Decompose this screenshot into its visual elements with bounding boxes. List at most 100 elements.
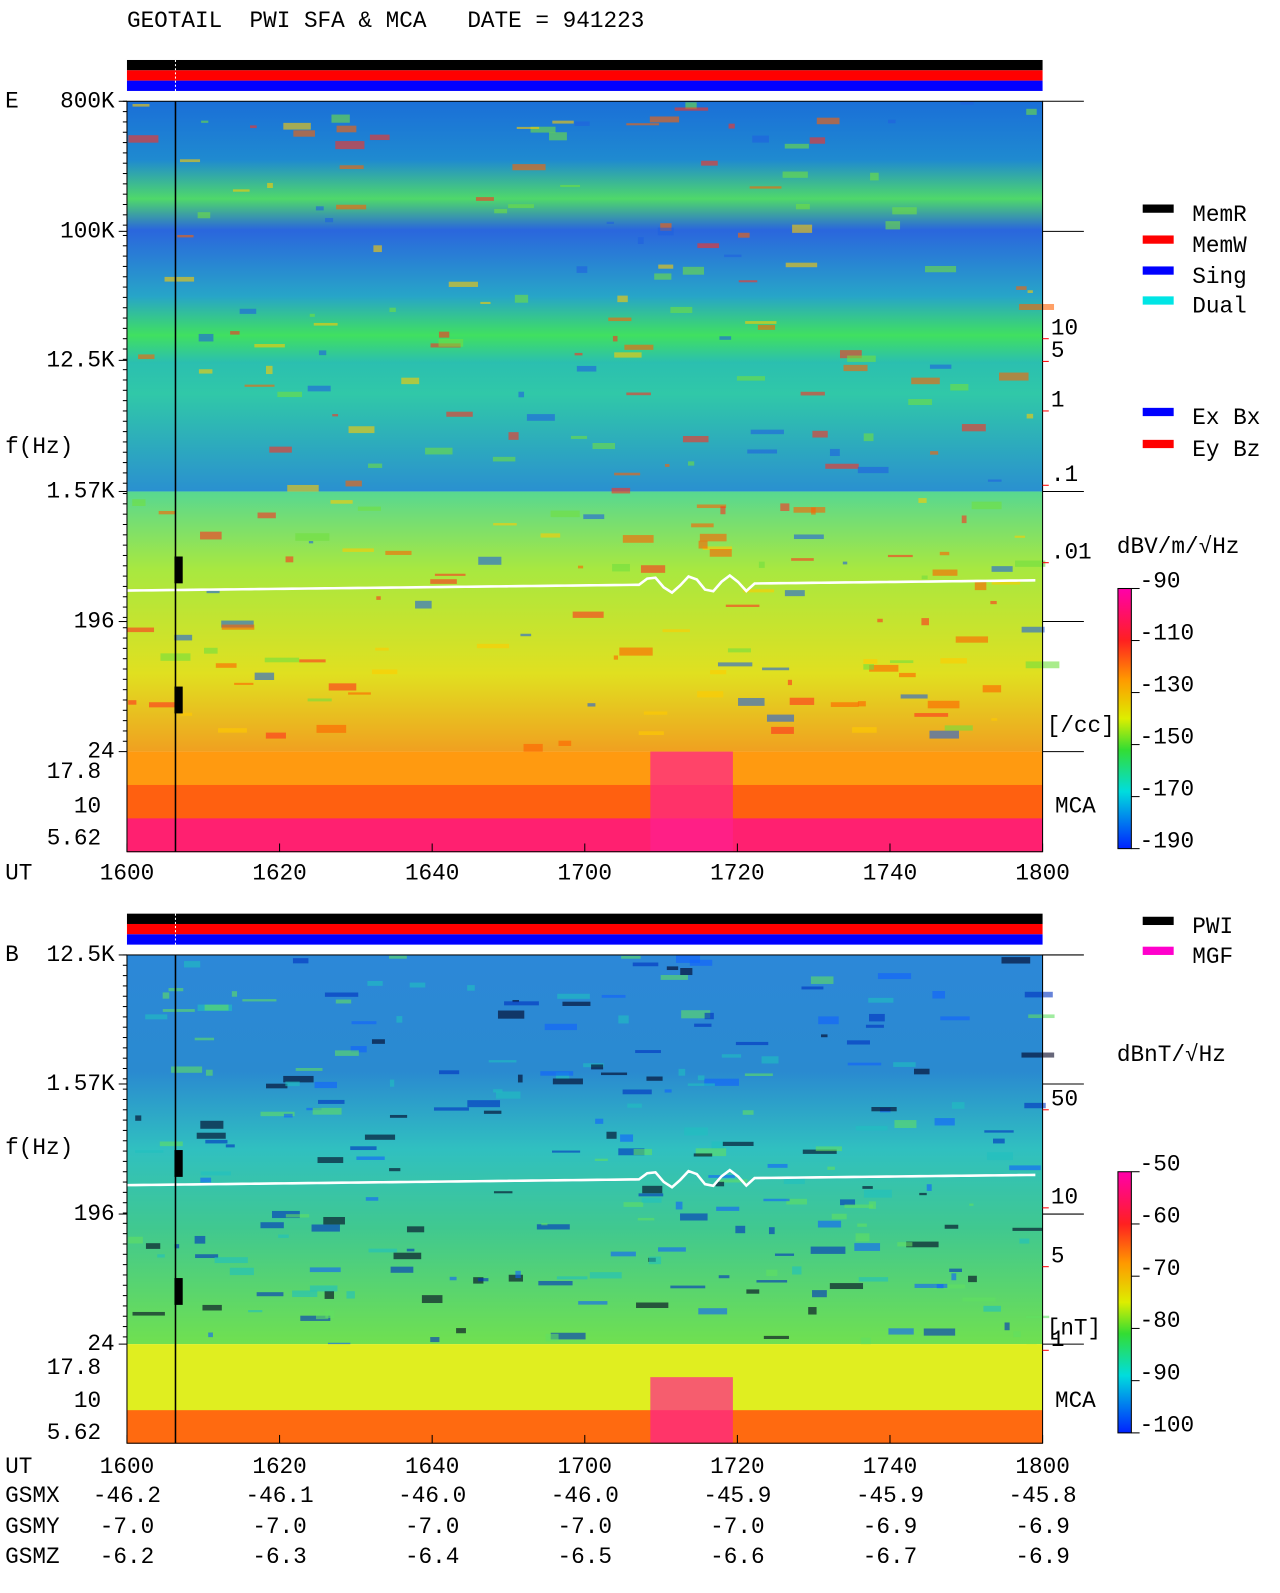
spectrogram-texture bbox=[892, 207, 917, 215]
spectrogram-texture bbox=[930, 451, 939, 455]
time-tick-label: 1600 bbox=[100, 860, 154, 886]
spectrogram-texture bbox=[750, 429, 784, 435]
spectrogram-texture bbox=[847, 1062, 882, 1066]
spectrogram-texture bbox=[717, 662, 753, 667]
spectrogram-texture bbox=[430, 1337, 440, 1343]
density-tick-label: 5 bbox=[1051, 1243, 1065, 1269]
spectrogram-texture bbox=[932, 569, 958, 576]
spectrogram-texture bbox=[738, 697, 765, 706]
legend-label: PWI bbox=[1192, 914, 1233, 940]
spectrogram-texture bbox=[695, 1148, 727, 1157]
spectrogram-texture bbox=[128, 700, 137, 705]
spectrogram-texture bbox=[331, 114, 350, 123]
spectrogram-texture bbox=[768, 1227, 775, 1235]
spectrogram-texture bbox=[827, 1166, 835, 1170]
spectrogram-texture bbox=[685, 102, 697, 109]
spectrogram-texture bbox=[208, 1332, 213, 1338]
spectrogram-texture bbox=[727, 648, 751, 653]
spectrogram-texture bbox=[619, 647, 653, 656]
spectrogram-texture bbox=[719, 1179, 748, 1183]
spectrogram-texture bbox=[517, 1074, 523, 1083]
mca-tick-label: 17.8 bbox=[47, 1355, 101, 1381]
spectrogram-texture bbox=[194, 1235, 206, 1244]
spectrogram-texture bbox=[540, 533, 561, 538]
mca-band bbox=[126, 784, 1043, 819]
spectrogram-texture bbox=[351, 1021, 377, 1025]
spectrogram-texture bbox=[742, 1110, 754, 1115]
spectrogram-texture bbox=[389, 955, 407, 959]
panel-label: B bbox=[5, 942, 19, 968]
spectrogram-texture bbox=[877, 618, 883, 623]
spectrogram-texture bbox=[350, 1046, 367, 1053]
spectrogram-texture bbox=[678, 1068, 686, 1076]
orbit-value: -45.8 bbox=[1009, 1483, 1077, 1509]
spectrogram-texture bbox=[132, 103, 150, 107]
spectrogram-texture bbox=[918, 498, 927, 503]
spectrogram-texture bbox=[336, 125, 357, 133]
spectrogram-texture bbox=[642, 1185, 663, 1194]
spectrogram-texture bbox=[260, 1111, 295, 1117]
spectrogram-texture bbox=[829, 448, 840, 457]
spectrogram-texture bbox=[698, 1308, 728, 1315]
freq-tick-label: 100K bbox=[60, 218, 115, 244]
spectrogram-texture bbox=[198, 369, 213, 374]
spectrogram-texture bbox=[480, 301, 491, 305]
spectrogram-texture bbox=[135, 1150, 164, 1153]
spectrogram-texture bbox=[538, 1280, 573, 1286]
spectrogram-texture bbox=[847, 355, 876, 362]
spectrogram-texture bbox=[911, 377, 940, 385]
colorbar-tick-label: -60 bbox=[1140, 1204, 1181, 1230]
spectrogram-texture bbox=[267, 182, 273, 188]
spectrogram-texture bbox=[908, 399, 933, 406]
spectrogram-texture bbox=[809, 137, 826, 144]
orbit-value: -45.9 bbox=[703, 1483, 771, 1509]
spectrogram-texture bbox=[601, 1072, 628, 1076]
spectrogram-texture bbox=[825, 463, 859, 469]
colorbar-tick-label: -130 bbox=[1140, 672, 1194, 698]
spectrogram-texture bbox=[894, 1120, 917, 1128]
spectrogram-texture bbox=[497, 1010, 525, 1019]
spectrogram-texture bbox=[737, 232, 750, 238]
spectrogram-texture bbox=[278, 1234, 289, 1238]
spectrogram-texture bbox=[128, 1236, 143, 1244]
status-bar bbox=[126, 59, 1043, 71]
spectrogram-texture bbox=[810, 1246, 846, 1254]
spectrogram-texture bbox=[307, 385, 331, 392]
spectrogram-texture bbox=[702, 546, 733, 550]
spectrogram-texture bbox=[550, 1332, 586, 1340]
spectrogram-texture bbox=[202, 1304, 222, 1311]
spectrogram-texture bbox=[774, 1253, 795, 1256]
spectrogram-texture bbox=[670, 306, 693, 313]
spectrogram-texture bbox=[309, 1285, 338, 1292]
spectrogram-texture bbox=[749, 186, 782, 189]
spectrogram-texture bbox=[368, 463, 383, 468]
spectrogram-texture bbox=[371, 1039, 385, 1044]
spectrogram-texture bbox=[594, 1158, 608, 1161]
spectrogram-texture bbox=[430, 579, 457, 584]
spectrogram-texture bbox=[626, 123, 660, 126]
spectrogram-texture bbox=[658, 1247, 686, 1252]
spectrogram-texture bbox=[689, 959, 713, 966]
spectrogram-texture bbox=[576, 365, 597, 372]
spectrogram-texture bbox=[869, 664, 899, 672]
spectrogram-texture bbox=[132, 499, 146, 506]
spectrogram-texture bbox=[128, 135, 159, 143]
spectrogram-texture bbox=[367, 981, 383, 986]
spectrogram-texture bbox=[969, 1203, 974, 1206]
spectrogram-texture bbox=[640, 565, 666, 573]
spectrogram-texture bbox=[200, 1171, 231, 1176]
spectrogram-texture bbox=[865, 1024, 884, 1028]
spectrogram-texture bbox=[680, 968, 693, 976]
spectrogram-texture bbox=[309, 313, 315, 317]
spectrogram-texture bbox=[745, 321, 777, 324]
spectrogram bbox=[126, 954, 1043, 1345]
spectrogram-texture bbox=[648, 1256, 662, 1265]
spectrogram-texture bbox=[638, 731, 664, 735]
spectrogram-texture bbox=[735, 1225, 746, 1234]
spectrogram-texture bbox=[385, 550, 412, 555]
spectrogram-texture bbox=[939, 551, 950, 556]
mca-tick-label: 17.8 bbox=[47, 759, 101, 785]
spectrogram-texture bbox=[613, 655, 619, 660]
spectrogram-texture bbox=[335, 141, 365, 150]
orbit-value: -7.0 bbox=[252, 1514, 306, 1540]
